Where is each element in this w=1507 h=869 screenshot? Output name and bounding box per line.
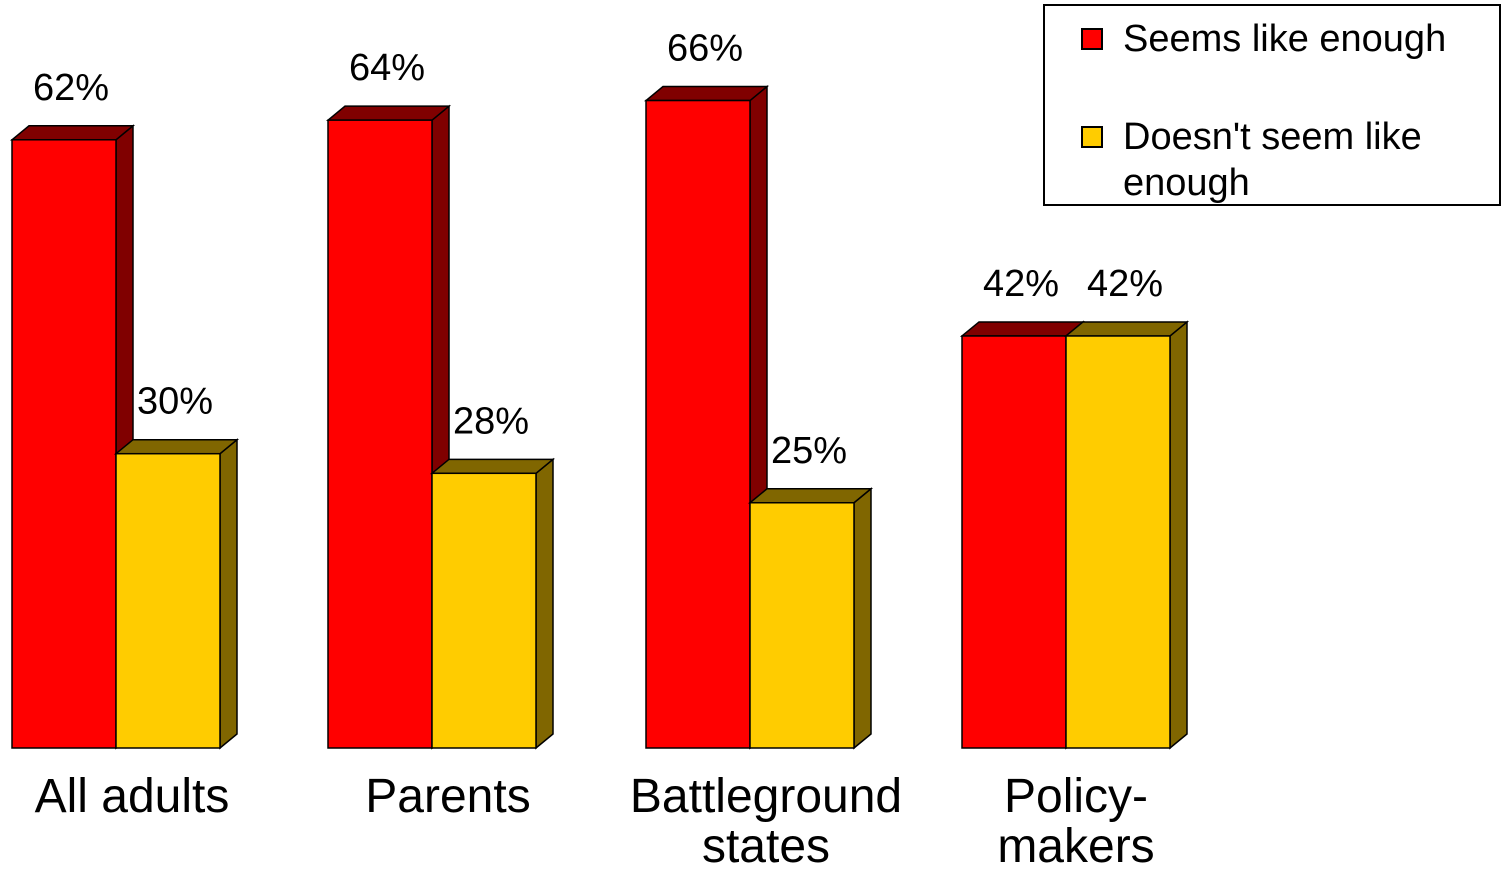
data-label: 64% <box>349 47 425 89</box>
bar <box>961 335 1067 749</box>
data-label: 30% <box>137 381 213 423</box>
bar <box>749 502 855 749</box>
bar-side-face <box>853 487 872 750</box>
bar-side-face <box>535 457 554 750</box>
bar-top-face <box>113 438 240 455</box>
data-label: 28% <box>453 400 529 442</box>
bar-side-face <box>1169 320 1188 750</box>
category-label: All adults <box>35 770 230 823</box>
bar-side-face <box>219 438 238 750</box>
legend-label-line-2: enough <box>1123 162 1250 204</box>
category-label: Battleground <box>630 770 902 823</box>
legend-label-line-1: Doesn't seem like <box>1123 116 1422 158</box>
legend-swatch-red <box>1081 28 1103 50</box>
data-label: 42% <box>983 263 1059 305</box>
data-label: 42% <box>1087 263 1163 305</box>
bar <box>645 99 751 749</box>
bar-top-face <box>325 105 452 121</box>
bar-top-face <box>747 488 874 504</box>
category-label: makers <box>997 820 1154 869</box>
bar <box>1065 335 1171 749</box>
legend-swatch-yellow <box>1081 126 1103 148</box>
chart-legend: Seems like enough Doesn't seem like enou… <box>1043 4 1501 206</box>
bar-top-face <box>429 458 556 475</box>
category-label: states <box>702 820 830 869</box>
category-label: Policy- <box>1004 770 1148 823</box>
data-label: 25% <box>771 430 847 472</box>
bar <box>11 139 117 749</box>
bar-top-face <box>643 85 770 102</box>
bar-top-face <box>959 321 1086 337</box>
category-label: Parents <box>365 770 530 823</box>
bar-top-face <box>1063 321 1190 337</box>
legend-label: Seems like enough <box>1123 18 1447 60</box>
data-label: 62% <box>33 67 109 109</box>
bar <box>327 119 433 749</box>
bar <box>431 472 537 749</box>
data-label: 66% <box>667 28 743 70</box>
bar-top-face <box>9 125 136 141</box>
bar <box>115 452 221 749</box>
